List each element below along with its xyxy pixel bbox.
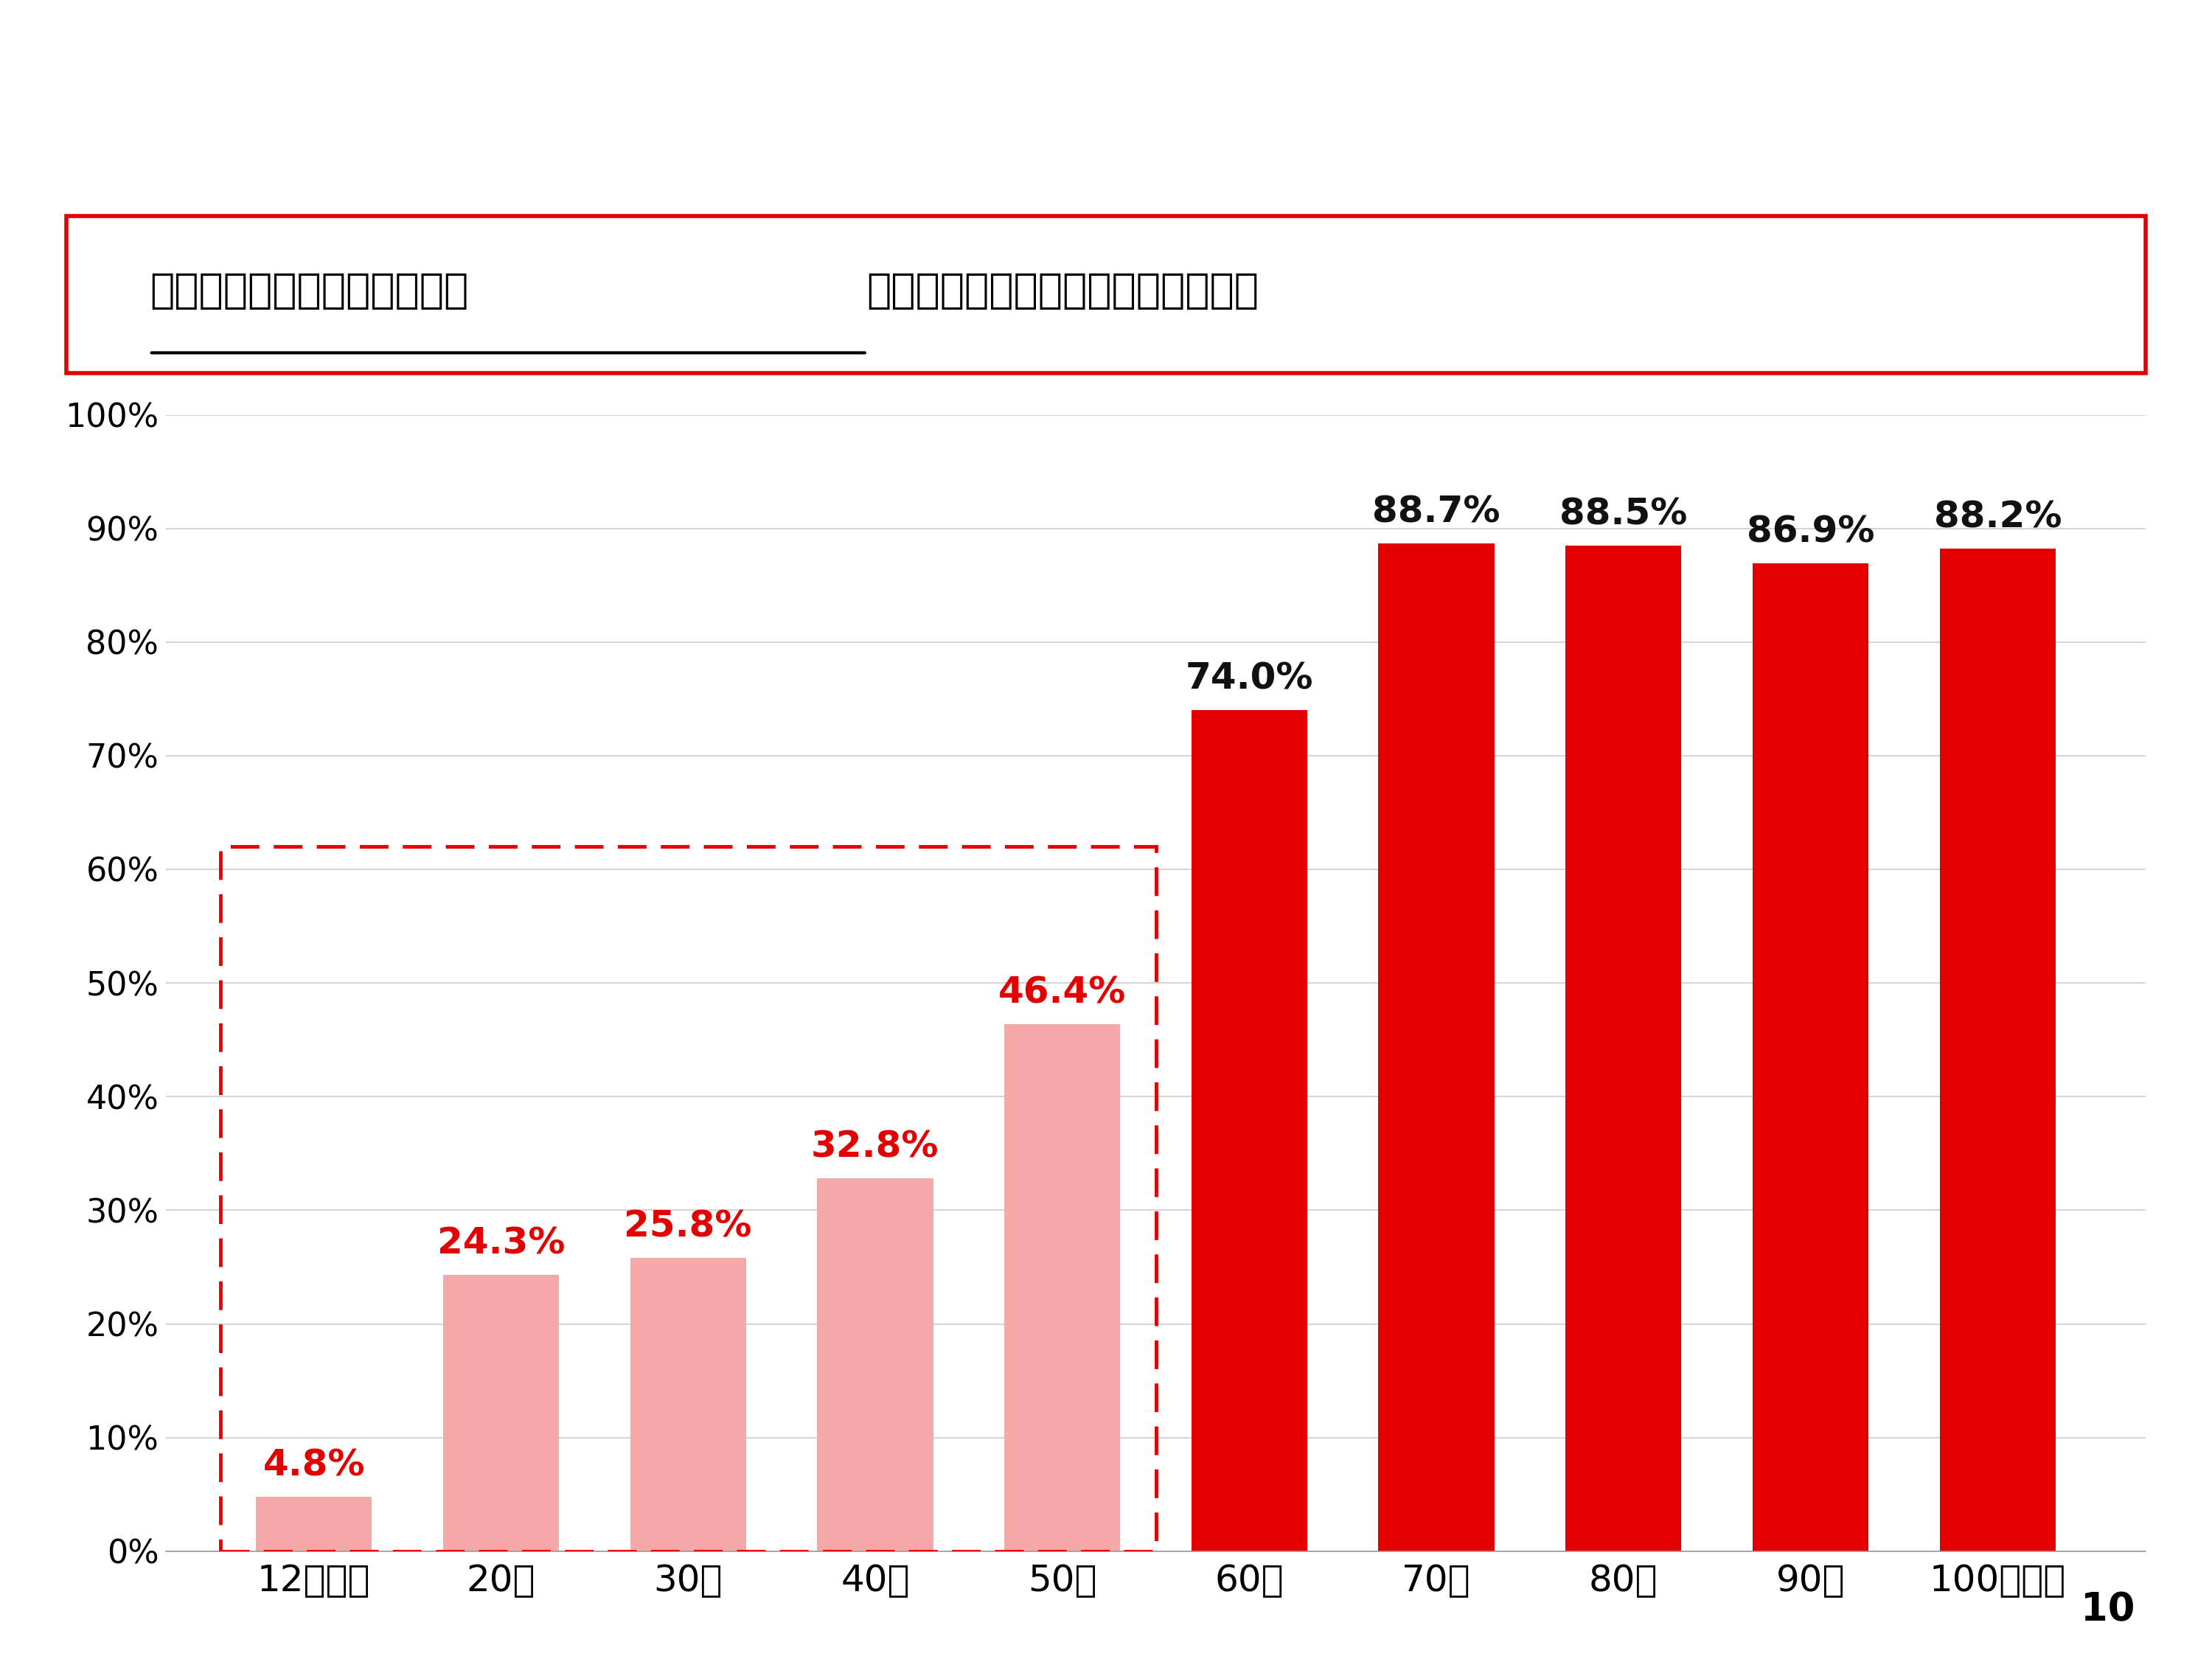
Text: 74.0%: 74.0%: [1186, 662, 1314, 697]
Text: 4.8%: 4.8%: [263, 1448, 365, 1483]
Text: で３回目の接種が完了した方の割合: で３回目の接種が完了した方の割合: [867, 272, 1259, 312]
Text: 88.5%: 88.5%: [1559, 496, 1688, 533]
Bar: [257, 1496, 372, 1551]
Bar: [1004, 1024, 1119, 1551]
Bar: [630, 1258, 745, 1551]
Text: 86.9%: 86.9%: [1747, 514, 1874, 551]
Text: 46.4%: 46.4%: [998, 975, 1126, 1010]
Bar: [1192, 710, 1307, 1551]
Bar: [442, 1276, 560, 1551]
Bar: [1378, 542, 1495, 1551]
Text: 88.7%: 88.7%: [1371, 494, 1500, 529]
Text: 年代別のワクチン３回目接種率の状況①: 年代別のワクチン３回目接種率の状況①: [801, 68, 1411, 123]
Text: 25.8%: 25.8%: [624, 1209, 752, 1244]
Text: 24.3%: 24.3%: [438, 1226, 564, 1261]
Text: 32.8%: 32.8%: [812, 1130, 940, 1165]
Bar: [1566, 546, 1681, 1551]
Text: 88.2%: 88.2%: [1933, 499, 2062, 536]
Text: 10: 10: [2081, 1591, 2135, 1629]
Bar: [221, 846, 1157, 1551]
Bar: [1752, 564, 1869, 1551]
Bar: [816, 1178, 933, 1551]
Bar: [1940, 549, 2055, 1551]
Text: ワクチン２回目接種済みの方: ワクチン２回目接種済みの方: [150, 272, 469, 312]
